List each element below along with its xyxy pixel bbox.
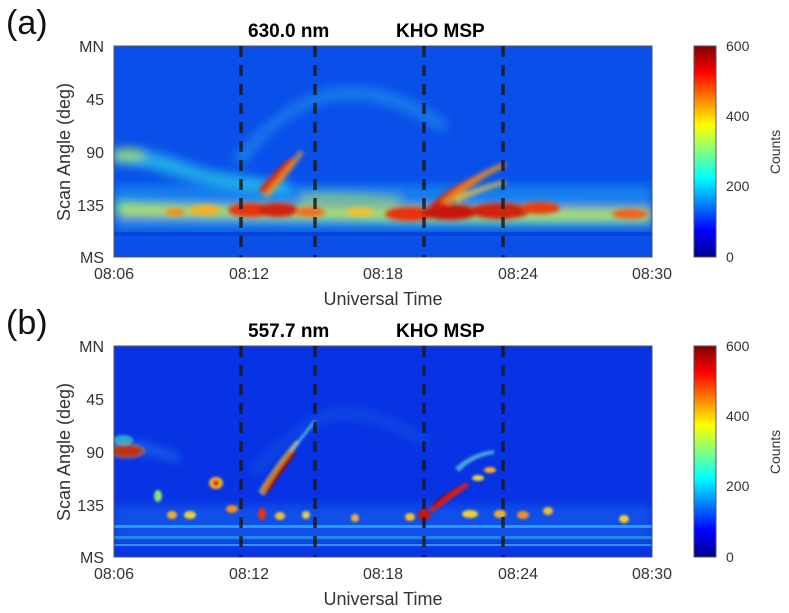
panel-b-letter: (b) — [6, 304, 48, 342]
panel-a-cbtick-200: 200 — [726, 178, 750, 194]
panel-a-cbtick-400: 400 — [726, 108, 750, 124]
panel-a-ytick-90: 90 — [86, 145, 104, 162]
panel-a-axes-box — [113, 45, 653, 258]
panel-b-colorbar — [693, 345, 717, 558]
panel-a-xtick-0812: 08:12 — [229, 266, 269, 283]
panel-a-xtick-0824: 08:24 — [498, 266, 538, 283]
panel-a-heatmap — [114, 46, 652, 257]
panel-b-xlabel: Universal Time — [323, 589, 442, 609]
panel-b-cbtick-400: 400 — [726, 408, 750, 424]
panel-a-ytick-ms: MS — [80, 250, 104, 267]
panel-a: (a) 630.0 nm KHO MSP — [6, 4, 783, 309]
panel-a-station: KHO MSP — [396, 21, 485, 42]
panel-a-xtick-0806: 08:06 — [94, 266, 134, 283]
panel-a-letter: (a) — [6, 4, 48, 42]
panel-a-ytick-45: 45 — [86, 92, 104, 109]
panel-b-cbtick-0: 0 — [726, 549, 734, 565]
panel-a-cbtick-0: 0 — [726, 249, 734, 265]
panel-a-xlabel: Universal Time — [323, 289, 442, 309]
panel-b-colorbar-label: Counts — [767, 430, 783, 474]
panel-a-colorbar — [693, 45, 717, 258]
panel-b-station: KHO MSP — [396, 321, 485, 342]
panel-b-ytick-45: 45 — [86, 392, 104, 409]
panel-b-ytick-135: 135 — [77, 498, 104, 515]
panel-b: (b) 557.7 nm KHO MSP — [6, 304, 783, 609]
panel-a-ylabel: Scan Angle (deg) — [54, 83, 74, 221]
panel-b-xtick-0812: 08:12 — [229, 566, 269, 583]
panel-b-cbtick-600: 600 — [726, 338, 750, 354]
panel-b-xtick-0818: 08:18 — [363, 566, 403, 583]
panel-b-axes-box — [113, 345, 653, 558]
panel-b-wavelength: 557.7 nm — [248, 321, 329, 342]
panel-a-xtick-0818: 08:18 — [363, 266, 403, 283]
panel-b-heatmap — [114, 346, 652, 557]
panel-a-ytick-mn: MN — [79, 39, 104, 56]
panel-b-ytick-ms: MS — [80, 550, 104, 567]
panel-b-ytick-mn: MN — [79, 339, 104, 356]
panel-a-cbtick-600: 600 — [726, 38, 750, 54]
panel-b-xtick-0830: 08:30 — [632, 566, 672, 583]
panel-a-ytick-135: 135 — [77, 198, 104, 215]
panel-b-ytick-90: 90 — [86, 445, 104, 462]
panel-b-xtick-0806: 08:06 — [94, 566, 134, 583]
panel-b-ylabel: Scan Angle (deg) — [54, 383, 74, 521]
panel-a-wavelength: 630.0 nm — [248, 21, 329, 42]
panel-a-xtick-0830: 08:30 — [632, 266, 672, 283]
panel-b-cbtick-200: 200 — [726, 478, 750, 494]
panel-a-colorbar-label: Counts — [767, 130, 783, 174]
panel-b-xtick-0824: 08:24 — [498, 566, 538, 583]
